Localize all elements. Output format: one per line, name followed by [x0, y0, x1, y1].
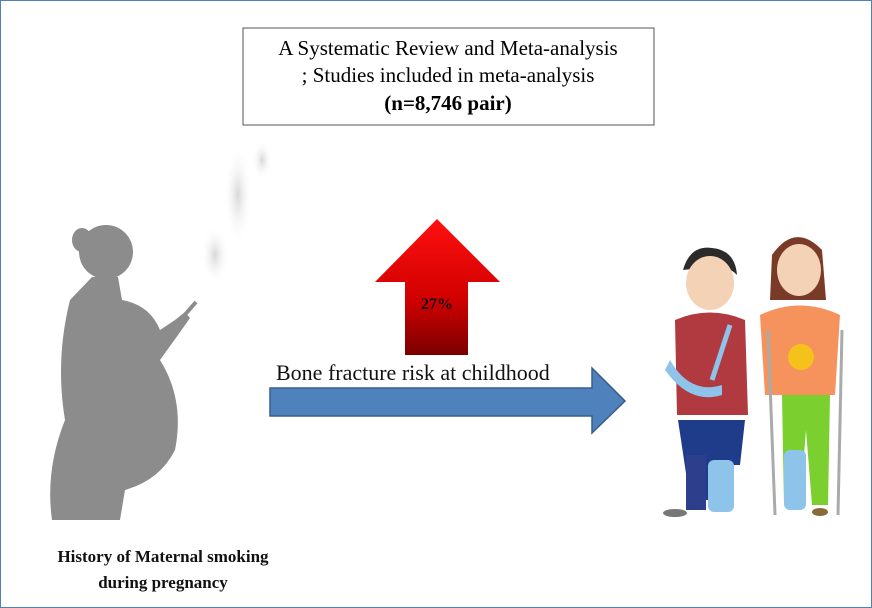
graphical-abstract: A Systematic Review and Meta-analysis ; … [0, 0, 872, 608]
box-line: (n=8,746 pair) [384, 91, 511, 115]
risk-label: 27% [421, 296, 453, 313]
arrow-label: Bone fracture risk at childhood [276, 360, 550, 385]
box-line: ; Studies included in meta-analysis [302, 63, 595, 87]
title-box: A Systematic Review and Meta-analysis ; … [243, 28, 654, 125]
caption-line: during pregnancy [98, 573, 228, 592]
page: A Systematic Review and Meta-analysis ; … [0, 0, 872, 608]
box-line: A Systematic Review and Meta-analysis [278, 36, 617, 60]
caption-line: History of Maternal smoking [57, 547, 269, 566]
